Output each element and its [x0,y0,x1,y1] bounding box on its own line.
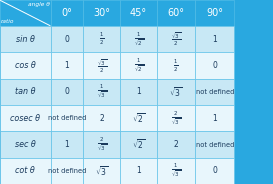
Bar [0,158,51,184]
Bar [120,79,157,105]
Text: 45°: 45° [130,8,147,18]
Bar [195,0,234,26]
Bar [83,26,120,52]
Bar [83,79,120,105]
Text: angle θ: angle θ [28,2,49,7]
Text: sin θ: sin θ [16,35,35,44]
Bar [51,0,83,26]
Bar [51,79,83,105]
Text: 1: 1 [64,61,69,70]
Bar [195,52,234,79]
Text: 1: 1 [64,140,69,149]
Text: $\frac{1}{2}$: $\frac{1}{2}$ [99,31,104,47]
Bar [51,105,83,131]
Bar [83,131,120,158]
Bar [51,26,83,52]
Text: $\frac{1}{2}$: $\frac{1}{2}$ [173,58,179,74]
Text: 2: 2 [174,140,179,149]
Bar [157,105,195,131]
Text: $\frac{\sqrt{3}}{2}$: $\frac{\sqrt{3}}{2}$ [171,30,181,48]
Bar [120,0,157,26]
Bar [195,105,234,131]
Bar [157,52,195,79]
Text: 0°: 0° [61,8,72,18]
Bar [157,0,195,26]
Text: 0: 0 [212,61,217,70]
Bar [195,158,234,184]
Text: 2: 2 [99,114,104,123]
Text: 60°: 60° [168,8,185,18]
Text: $\frac{1}{\sqrt{3}}$: $\frac{1}{\sqrt{3}}$ [97,83,107,100]
Text: 1: 1 [212,35,217,44]
Bar [0,131,51,158]
Text: $\frac{1}{\sqrt{2}}$: $\frac{1}{\sqrt{2}}$ [133,31,144,48]
Text: tan θ: tan θ [15,87,35,96]
Text: $\sqrt{3}$: $\sqrt{3}$ [169,85,183,99]
Bar [0,105,51,131]
Text: 30°: 30° [93,8,110,18]
Bar [0,0,51,26]
Text: 1: 1 [136,87,141,96]
Text: $\frac{2}{\sqrt{3}}$: $\frac{2}{\sqrt{3}}$ [171,110,181,127]
Bar [195,131,234,158]
Bar [195,26,234,52]
Bar [157,79,195,105]
Text: cosec θ: cosec θ [10,114,40,123]
Text: 0: 0 [64,87,69,96]
Text: not defined: not defined [48,115,86,121]
Bar [83,158,120,184]
Text: $\frac{1}{\sqrt{3}}$: $\frac{1}{\sqrt{3}}$ [171,162,181,179]
Bar [157,158,195,184]
Text: not defined: not defined [48,168,86,174]
Bar [83,52,120,79]
Text: not defined: not defined [195,141,234,148]
Bar [120,105,157,131]
Bar [120,26,157,52]
Text: $\frac{1}{\sqrt{2}}$: $\frac{1}{\sqrt{2}}$ [133,57,144,74]
Bar [120,52,157,79]
Bar [51,52,83,79]
Text: $\sqrt{2}$: $\sqrt{2}$ [132,112,145,125]
Bar [0,26,51,52]
Bar [195,79,234,105]
Bar [120,131,157,158]
Text: sec θ: sec θ [15,140,36,149]
Bar [83,105,120,131]
Text: not defined: not defined [195,89,234,95]
Text: $\frac{2}{\sqrt{3}}$: $\frac{2}{\sqrt{3}}$ [97,136,107,153]
Text: ratio: ratio [1,19,14,24]
Text: 0: 0 [212,166,217,175]
Text: $\frac{\sqrt{3}}{2}$: $\frac{\sqrt{3}}{2}$ [97,57,107,75]
Bar [157,131,195,158]
Text: 1: 1 [136,166,141,175]
Bar [51,131,83,158]
Bar [83,0,120,26]
Text: cos θ: cos θ [15,61,36,70]
Text: $\sqrt{2}$: $\sqrt{2}$ [132,138,145,151]
Text: cot θ: cot θ [15,166,35,175]
Text: 90°: 90° [206,8,223,18]
Text: 1: 1 [212,114,217,123]
Bar [0,79,51,105]
Bar [120,158,157,184]
Bar [0,52,51,79]
Text: $\sqrt{3}$: $\sqrt{3}$ [95,164,108,178]
Bar [51,158,83,184]
Text: 0: 0 [64,35,69,44]
Bar [157,26,195,52]
